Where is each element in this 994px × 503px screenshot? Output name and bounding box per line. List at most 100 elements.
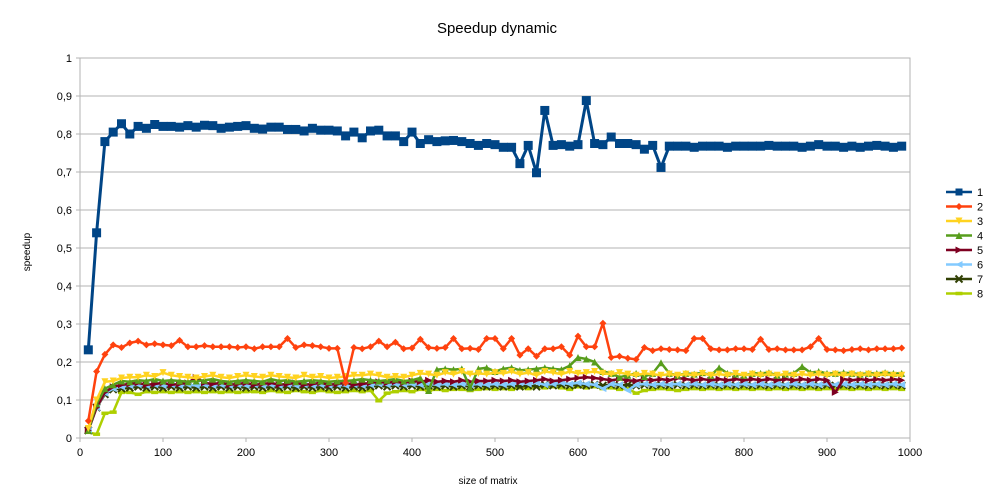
series-8-point <box>192 389 200 394</box>
series-1-point <box>523 140 533 150</box>
series-1-point <box>374 125 384 135</box>
series-5-point <box>450 378 457 386</box>
series-5-point <box>823 376 831 384</box>
series-2-point <box>757 335 765 343</box>
series-2-point <box>441 344 449 352</box>
series-2-point <box>748 345 756 353</box>
y-tick-label: 0,2 <box>57 357 72 369</box>
series-2-point <box>524 345 532 353</box>
series-1-point <box>598 140 608 150</box>
series-8-point <box>798 387 806 392</box>
series-2-point <box>640 344 648 352</box>
series-8-point <box>292 388 300 393</box>
series-4-point <box>317 377 325 385</box>
series-3-point <box>723 371 731 379</box>
x-axis-title: size of matrix <box>459 476 518 487</box>
series-1-point <box>797 142 807 152</box>
series-8-point <box>250 389 258 394</box>
series-2-point <box>474 345 482 353</box>
series-1-point <box>590 139 600 148</box>
series-2-point <box>483 334 491 342</box>
series-1-point <box>888 142 898 152</box>
series-8-point <box>732 387 740 392</box>
series-5-point <box>798 375 806 383</box>
series-3-point <box>740 371 748 379</box>
series-3-point <box>715 370 723 378</box>
y-tick-label: 0,6 <box>57 205 72 217</box>
series-3-point <box>416 369 424 377</box>
series-3-point <box>848 370 856 378</box>
series-8-point <box>209 389 217 394</box>
series-8-point <box>831 387 839 392</box>
series-1-point <box>158 121 168 131</box>
series-2-point <box>815 334 823 342</box>
series-4-point <box>225 378 233 386</box>
series-3-point <box>657 371 665 379</box>
series-1-point <box>415 139 425 148</box>
series-6-point <box>682 381 690 389</box>
series-2-point <box>491 334 499 342</box>
series-8-point <box>483 386 491 391</box>
series-6-point <box>599 385 607 393</box>
series-1-point <box>224 122 234 132</box>
series-2-point <box>582 343 590 351</box>
series-3-point <box>557 370 565 378</box>
series-1-point <box>565 141 575 151</box>
series-1-point <box>473 140 483 150</box>
series-1-point <box>698 141 707 151</box>
series-6-point <box>549 380 557 388</box>
series-2-point <box>408 344 416 352</box>
series-2-point <box>466 344 474 352</box>
series-6-point <box>707 380 715 388</box>
series-1-point <box>457 137 467 147</box>
series-2-point <box>831 346 839 354</box>
series-8-point <box>325 389 333 394</box>
series-2-point <box>250 345 258 353</box>
series-3-point <box>607 370 615 378</box>
series-1-point <box>166 121 176 131</box>
series-8-point <box>118 390 125 395</box>
series-3-point <box>201 372 208 380</box>
series-2-point <box>723 346 731 354</box>
series-6-point <box>840 380 848 388</box>
series-1-point <box>515 159 525 169</box>
series-6-point <box>433 381 441 389</box>
series-6-point <box>450 381 457 389</box>
series-4-point <box>109 381 117 389</box>
series-2-point <box>715 346 723 354</box>
series-2-point <box>134 337 142 345</box>
series-6-point <box>748 381 756 389</box>
series-5-point <box>889 375 897 383</box>
series-3-point <box>225 374 233 382</box>
series-3-point <box>250 372 258 380</box>
legend-label: 6 <box>977 260 983 272</box>
series-6-point <box>582 380 590 388</box>
series-4-point <box>159 377 167 385</box>
series-8-point <box>715 387 723 392</box>
series-5-point <box>491 376 499 384</box>
series-4-point <box>101 385 109 393</box>
series-2-point <box>259 343 267 351</box>
legend-swatch-marker <box>955 188 963 196</box>
series-3-point <box>491 369 499 377</box>
series-5-point <box>574 374 582 382</box>
series-1-point <box>465 139 475 148</box>
x-tick-label: 600 <box>569 447 587 459</box>
series-3-point <box>815 370 823 378</box>
series-1-point <box>548 140 558 150</box>
x-tick-label: 1000 <box>898 447 922 459</box>
series-1-point <box>656 162 666 172</box>
series-1-point <box>839 142 849 152</box>
series-1-point <box>673 141 683 151</box>
series-3-point <box>640 369 648 377</box>
legend-item-8: 8 <box>946 289 983 301</box>
series-2-point <box>375 337 383 345</box>
series-3-point <box>350 371 358 379</box>
series-5-point <box>599 375 607 383</box>
series-5-point <box>873 375 881 383</box>
series-3-point <box>757 371 765 379</box>
series-8-point <box>126 390 134 395</box>
series-1-point <box>208 121 218 131</box>
series-8-point <box>416 387 424 392</box>
series-1-point <box>631 140 641 150</box>
